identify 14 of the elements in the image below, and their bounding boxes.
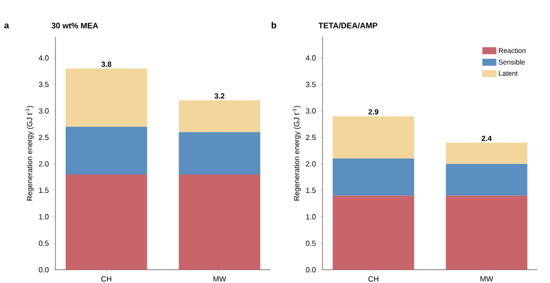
bar xyxy=(332,116,414,159)
bar xyxy=(66,68,148,127)
bar xyxy=(446,196,528,270)
bar xyxy=(332,196,414,270)
text: a xyxy=(4,23,10,28)
text: b xyxy=(272,22,276,28)
bar xyxy=(178,100,260,132)
bar xyxy=(332,158,414,196)
bar xyxy=(446,164,528,196)
bar xyxy=(446,142,528,164)
bar xyxy=(178,174,260,270)
bar xyxy=(66,126,148,174)
bar xyxy=(66,174,148,270)
bar xyxy=(178,132,260,174)
